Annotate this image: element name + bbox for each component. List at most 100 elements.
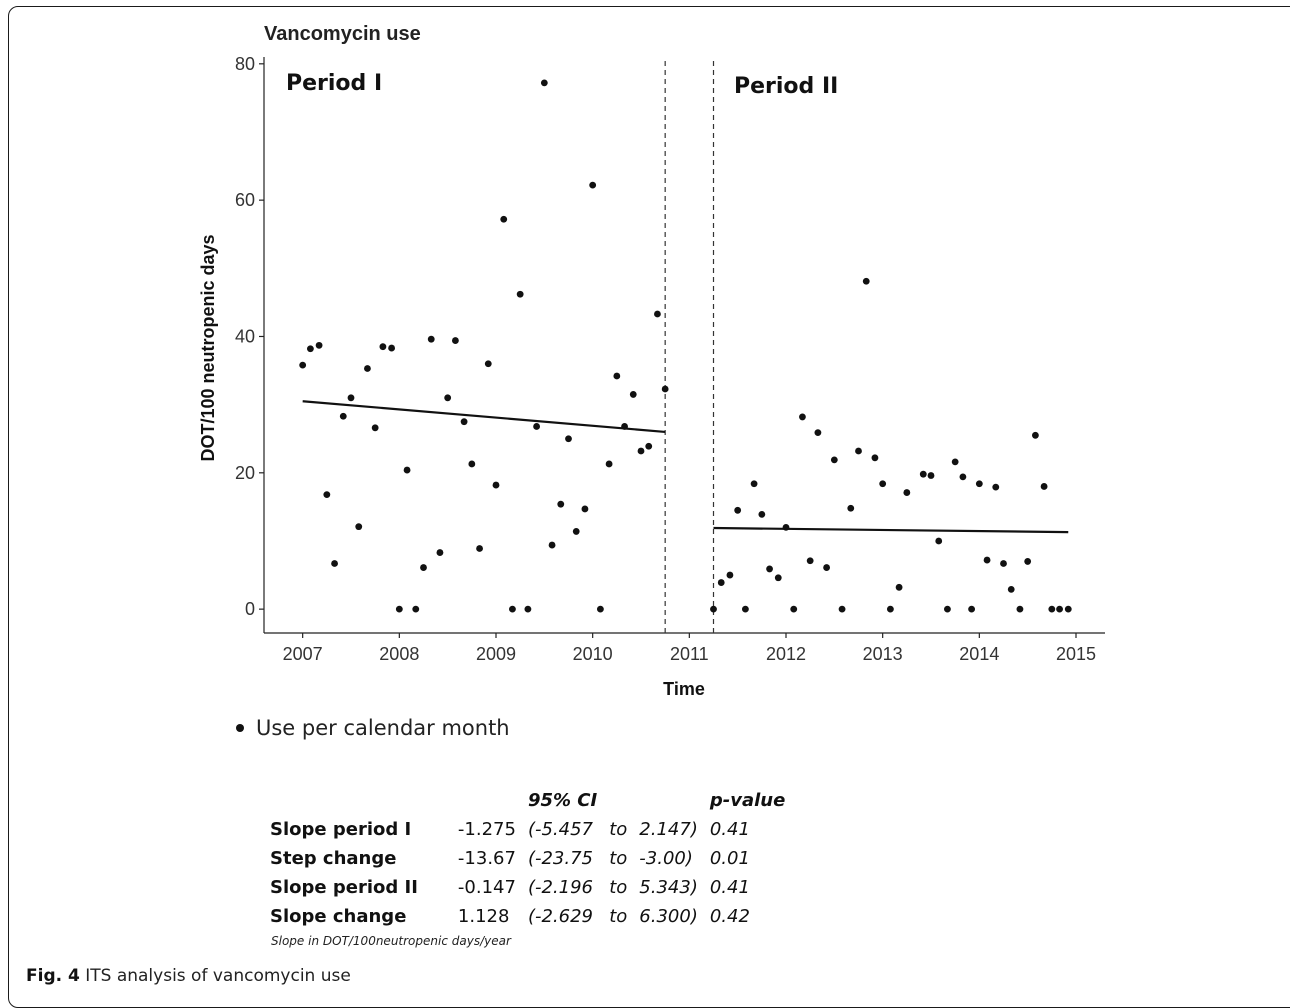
data-point [782,523,790,531]
data-point [717,579,725,586]
stats-row: Slope period I -1.275 (-5.457 to 2.147) … [264,815,791,844]
data-point [299,361,307,369]
data-point [927,472,935,479]
data-point [347,394,355,402]
row-label: Slope period I [270,819,412,840]
x-tick-label: 2010 [573,644,613,664]
stats-row: Step change -13.67 (-23.75 to -3.00) 0.0… [264,844,791,873]
data-point [935,537,943,545]
data-point [557,500,565,508]
stats-header-row: 95% CI p-value [264,786,791,815]
data-point [548,541,556,549]
data-point [637,447,645,455]
y-tick-label: 60 [235,190,255,210]
data-point [589,181,597,189]
data-point [468,460,476,468]
figure-label: Fig. 4 [26,966,80,986]
data-point [444,394,452,402]
data-point [524,605,532,613]
row-label: Slope period II [270,877,418,898]
data-point [629,391,637,398]
x-tick-label: 2007 [283,644,323,664]
data-point [975,480,983,488]
data-point [597,605,604,613]
plot-area: 0 20 40 60 80 2007 2008 2009 2010 2011 2012 2013 201… [235,54,1105,664]
row-to: to [609,848,628,869]
data-point [1016,605,1024,613]
data-point [427,335,435,343]
data-point [983,556,991,564]
data-point [533,423,540,430]
row-p-value: 0.42 [709,906,750,927]
data-point [484,360,492,368]
data-point [355,523,363,531]
stats-table: 95% CI p-value Slope period I -1.275 (-5… [264,786,791,931]
y-axis-label: DOT/100 neutropenic days [198,234,218,461]
row-label: Step change [270,848,397,869]
legend-marker [236,724,244,732]
data-point [862,277,870,285]
data-point [492,481,500,489]
stats-row: Slope period II -0.147 (-2.196 to 5.343)… [264,873,791,902]
data-point [364,365,371,372]
data-point [605,460,613,468]
data-point [895,583,903,591]
data-point [734,506,742,514]
data-point [766,565,773,573]
data-point [572,528,580,535]
row-estimate: 1.128 [457,906,510,927]
row-ci-low: (-2.196 [527,877,594,898]
data-point [379,343,387,351]
row-ci-high: -3.00) [639,848,693,869]
data-point [509,605,516,613]
data-point [847,504,855,512]
data-point [307,345,314,353]
row-ci-low: (-5.457 [527,819,594,840]
data-point [951,458,959,466]
row-estimate: -0.147 [457,877,516,898]
y-tick-label: 40 [235,326,255,346]
data-point [331,560,338,567]
slope-unit-note: Slope in DOT/100neutropenic days/year [271,934,511,948]
data-point [388,344,395,352]
data-point [799,413,806,421]
data-point [903,489,911,496]
data-point [500,215,508,223]
data-point [742,605,749,613]
data-point [1056,605,1063,613]
data-point [1032,431,1039,439]
data-point [919,470,927,478]
x-tick-label: 2012 [766,644,806,664]
row-to: to [609,877,628,898]
data-point [806,557,814,565]
figure-caption: Fig. 4 ITS analysis of vancomycin use [26,966,351,986]
data-point [944,605,951,613]
row-ci-high: 2.147) [639,819,698,840]
data-point [323,491,331,499]
data-point [395,605,403,613]
data-point [814,429,822,436]
data-point [968,605,975,613]
data-point [1040,483,1048,490]
data-point [1048,605,1056,613]
row-label: Slope change [270,906,407,927]
x-axis-label: Time [663,679,705,699]
data-point [710,605,717,613]
data-point [436,549,444,556]
data-point [315,341,323,349]
data-point [774,574,782,582]
chart: Vancomycin use 0 20 40 60 80 2007 2008 2009 2010… [198,23,1105,699]
data-point [645,442,653,450]
legend: Use per calendar month [236,716,510,740]
data-point [654,310,661,318]
data-point [420,564,427,571]
data-point [823,564,830,571]
y-tick-label: 0 [245,599,255,619]
data-point [565,435,572,443]
row-estimate: -13.67 [457,848,516,869]
row-ci-high: 6.300) [639,906,698,927]
data-point [412,605,420,613]
data-point [992,483,1000,491]
p-header: p-value [709,790,786,811]
row-ci-low: (-23.75 [527,848,594,869]
